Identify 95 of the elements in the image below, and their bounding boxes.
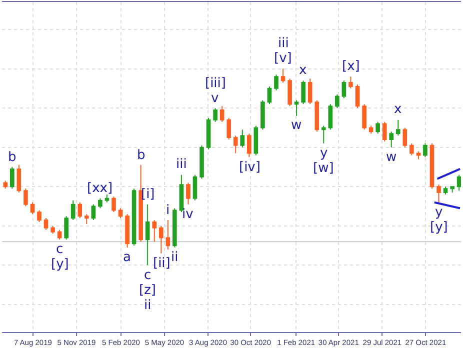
candlestick [240,129,245,148]
candlestick [30,202,35,215]
candlestick [308,78,312,105]
candlestick [91,204,96,221]
annotation: [z] [139,283,156,298]
candlestick [158,225,164,254]
annotation: [iii] [205,76,226,91]
candlestick [226,117,231,140]
candlestick [78,202,82,219]
candlestick [192,174,198,201]
annotation: w [386,150,397,165]
candlestick [233,135,238,154]
annotation: c [56,242,64,257]
annotation: [x] [342,59,360,74]
candlestick [288,78,292,107]
candlestick [246,133,252,158]
annotation: [y] [51,257,69,272]
candlestick [348,76,353,89]
candlestick [200,144,204,180]
candlestick [132,188,136,246]
candlestick [436,184,441,203]
candlestick [206,117,211,150]
annotation: c [144,268,152,283]
candlestick [3,180,8,190]
candlestick [274,74,278,91]
annotation: ii [171,250,178,265]
candlestick [342,80,346,99]
candlestick [355,84,360,109]
candlestick [443,186,448,195]
candlestick [423,142,428,158]
candlestick [186,182,190,205]
candlestick [396,119,400,136]
candlestick [362,104,366,130]
annotation: [xx] [87,181,113,196]
candlestick [70,200,76,221]
annotation: b [8,150,16,165]
candlestick [321,125,326,144]
candlestick [98,198,102,209]
candlestick [213,108,218,122]
candlestick [44,218,48,230]
candlestick [16,164,22,194]
annotation: i [166,203,170,218]
candlestick [152,220,157,242]
annotation: [iv] [239,160,260,175]
annotation: w [291,118,302,133]
candlestick [389,131,394,148]
annotation: ii [144,298,152,313]
annotation: a [123,250,131,265]
annotation: x [299,63,307,78]
candlestick [294,100,299,116]
candlestick [37,210,42,222]
candlestick [172,208,177,248]
annotation: b [137,148,146,163]
candlestick [314,100,320,132]
candlestick [50,225,55,234]
annotation: v [211,91,219,106]
candlestick [328,104,333,130]
candlestick [10,166,14,190]
annotation: x [394,102,402,117]
candlestick [368,125,374,134]
annotation: [w] [313,161,334,176]
candlestick [104,194,110,203]
candlestick [64,216,68,240]
annotation: y [320,146,328,161]
candlestick [430,142,434,190]
annotation: y [435,205,443,220]
candlestick [254,125,258,156]
candlestick [382,121,387,142]
candlestick [301,80,306,105]
candlestick [376,121,380,134]
candlestick [138,164,143,242]
candlestick [260,100,265,130]
candlestick [179,174,184,213]
candlestick [280,68,286,84]
candlestick [112,196,116,213]
candlestick [402,127,408,148]
annotation: iii [176,157,187,172]
candlestick [84,214,89,224]
candlestick [267,86,272,105]
annotation: iv [182,207,194,222]
annotation: [ii] [153,256,170,271]
candlestick [125,214,130,248]
candlestick [450,186,454,194]
candlestick [24,188,28,207]
annotation: [y] [430,220,448,235]
candlestick [335,94,340,109]
candlestick [145,204,150,266]
candlestick [410,142,414,156]
candlestick [416,150,421,160]
annotation: iii [278,36,289,51]
candlestick [166,220,170,250]
candlestick [220,106,224,122]
candlestick [118,208,123,219]
candlestick [456,174,461,192]
annotation: [v] [274,51,292,66]
